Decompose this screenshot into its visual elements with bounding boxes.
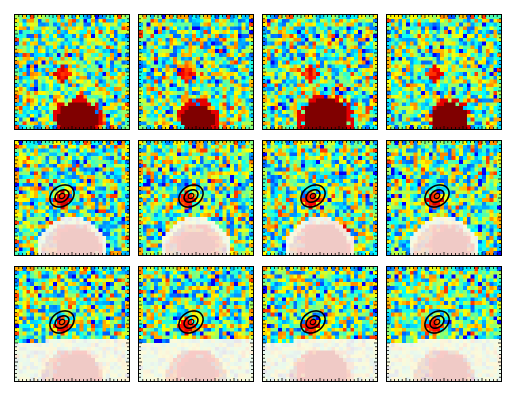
isophote-contour xyxy=(305,188,321,204)
isophote-contour xyxy=(433,192,441,200)
image-panel-r3c3 xyxy=(262,266,378,382)
pixel-map xyxy=(15,267,129,381)
isophote-contour xyxy=(309,318,317,326)
isophote-contour xyxy=(178,184,204,208)
isophote-contour xyxy=(429,188,445,204)
isophote-contour xyxy=(178,310,204,334)
isophote-contour xyxy=(49,310,75,334)
isophote-contour xyxy=(54,188,70,204)
isophote-contour xyxy=(54,314,70,330)
pixel-map xyxy=(387,141,501,255)
isophote-contour xyxy=(183,314,199,330)
image-panel-r3c1 xyxy=(14,266,130,382)
tick-frame xyxy=(263,141,377,255)
tick-frame xyxy=(263,267,377,381)
isophote-contour xyxy=(183,188,199,204)
tick-frame xyxy=(139,267,253,381)
tick-frame xyxy=(387,141,501,255)
isophote-contour xyxy=(58,192,66,200)
isophote-contour xyxy=(49,184,75,208)
pixel-map xyxy=(263,141,377,255)
isophote-contour xyxy=(429,314,445,330)
pixel-map xyxy=(263,15,377,129)
image-panel-r2c1 xyxy=(14,140,130,256)
tick-frame xyxy=(387,267,501,381)
image-panel-r3c2 xyxy=(138,266,254,382)
image-panel-r1c2 xyxy=(138,14,254,130)
image-panel-r1c4 xyxy=(386,14,502,130)
tick-frame xyxy=(139,141,253,255)
isophote-contour xyxy=(433,318,441,326)
tick-frame xyxy=(263,15,377,129)
tick-frame xyxy=(15,141,129,255)
isophote-contour xyxy=(300,310,326,334)
tick-frame xyxy=(139,15,253,129)
tick-frame xyxy=(387,15,501,129)
tick-frame xyxy=(15,15,129,129)
pixel-map xyxy=(387,267,501,381)
pixel-map xyxy=(139,15,253,129)
isophote-contour xyxy=(187,318,195,326)
image-panel-r2c4 xyxy=(386,140,502,256)
isophote-contour xyxy=(300,184,326,208)
image-panel-r1c1 xyxy=(14,14,130,130)
isophote-contour xyxy=(424,310,450,334)
isophote-contour xyxy=(187,192,195,200)
image-panel-r3c4 xyxy=(386,266,502,382)
image-panel-r1c3 xyxy=(262,14,378,130)
isophote-contour xyxy=(424,184,450,208)
isophote-contour xyxy=(309,192,317,200)
pixel-map xyxy=(263,267,377,381)
pixel-map xyxy=(15,15,129,129)
isophote-contour xyxy=(58,318,66,326)
isophote-contour xyxy=(305,314,321,330)
pixel-map xyxy=(387,15,501,129)
image-panel-r2c2 xyxy=(138,140,254,256)
image-panel-r2c3 xyxy=(262,140,378,256)
tick-frame xyxy=(15,267,129,381)
pixel-map xyxy=(15,141,129,255)
